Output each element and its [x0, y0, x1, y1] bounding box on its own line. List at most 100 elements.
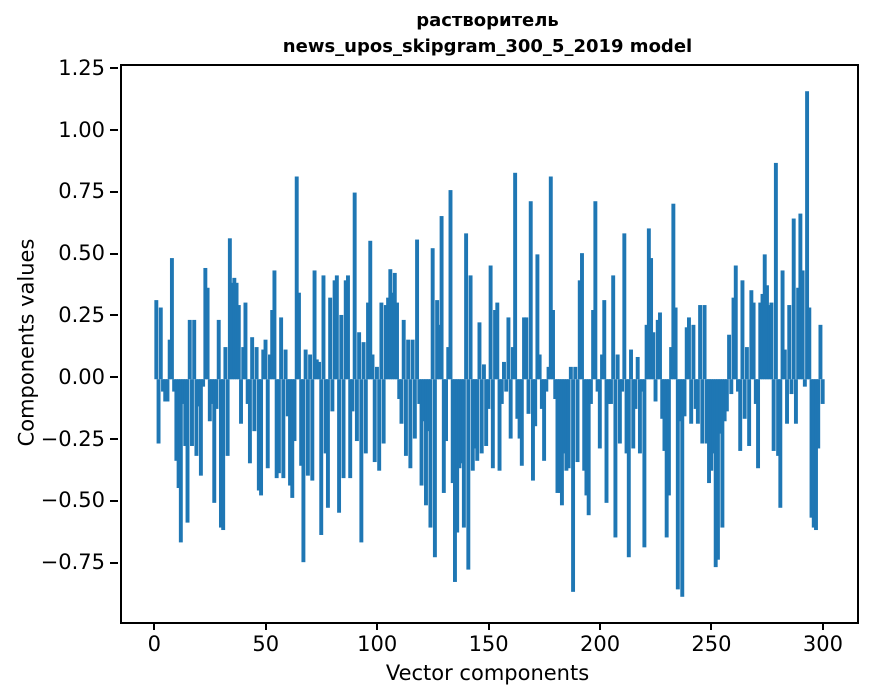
bar: [528, 201, 533, 380]
bar: [259, 379, 264, 496]
bar: [678, 379, 683, 422]
bar: [372, 379, 377, 463]
x-tick-label: 0: [147, 632, 161, 656]
bar: [513, 172, 518, 380]
bar: [789, 379, 794, 395]
bar: [424, 379, 428, 506]
bar: [736, 379, 740, 392]
bar: [357, 332, 362, 380]
bar: [762, 254, 767, 380]
bar: [637, 379, 642, 454]
bar: [227, 238, 232, 380]
bar: [239, 379, 243, 424]
bar: [410, 339, 415, 380]
bar: [571, 379, 576, 592]
bar: [181, 379, 186, 404]
bar: [314, 359, 319, 380]
bar: [816, 379, 821, 449]
bar: [613, 379, 618, 538]
bar: [368, 240, 373, 380]
bar: [441, 379, 446, 493]
bar: [814, 379, 818, 531]
bar: [374, 366, 379, 380]
bar: [470, 379, 475, 471]
bar: [486, 379, 491, 409]
bar: [787, 305, 792, 380]
bar: [272, 270, 277, 380]
bar: [301, 379, 306, 563]
bar: [359, 379, 364, 543]
bar: [473, 379, 477, 449]
y-tick-mark: [110, 314, 118, 317]
bar: [809, 379, 814, 518]
bar: [658, 312, 662, 380]
bar: [519, 379, 524, 466]
bar: [733, 265, 738, 380]
bar: [308, 354, 313, 380]
bar: [435, 300, 440, 380]
bar: [388, 269, 393, 380]
y-tick-mark: [110, 67, 118, 70]
bar: [354, 379, 359, 442]
bar: [707, 379, 711, 484]
y-tick-label: 0.50: [58, 241, 105, 266]
bar: [319, 379, 324, 535]
bar: [591, 310, 596, 380]
bar: [600, 354, 604, 380]
x-tick-mark: [376, 622, 379, 630]
bar: [740, 280, 745, 380]
bar: [468, 275, 473, 380]
bar: [744, 347, 749, 380]
bar: [593, 201, 598, 380]
bar: [448, 190, 453, 380]
bar-series: [154, 91, 825, 597]
bar: [769, 302, 774, 380]
bar: [655, 319, 660, 380]
bar: [758, 302, 763, 380]
bar: [767, 305, 772, 380]
bar: [738, 379, 743, 451]
bar: [666, 379, 671, 496]
bar: [241, 347, 246, 380]
bar: [268, 354, 272, 380]
bar: [698, 305, 703, 380]
bar: [542, 379, 547, 461]
bar: [818, 324, 823, 380]
bar: [276, 379, 281, 474]
bar: [588, 379, 593, 404]
bar: [198, 379, 203, 476]
bar: [609, 379, 613, 404]
bar: [437, 324, 442, 380]
bar: [158, 307, 163, 380]
bar: [629, 349, 633, 380]
bar: [606, 379, 611, 404]
bar: [401, 319, 406, 380]
y-tick-label: 1.00: [58, 117, 105, 142]
x-tick-mark: [487, 622, 490, 630]
bar: [497, 379, 502, 471]
bar: [646, 228, 651, 380]
bar: [366, 302, 370, 380]
bar: [515, 379, 520, 419]
bar: [303, 349, 308, 380]
bar: [464, 233, 469, 380]
bar: [337, 379, 342, 513]
x-tick-label: 300: [802, 632, 843, 656]
bar: [341, 379, 346, 479]
bar: [502, 361, 506, 380]
bar: [285, 379, 290, 417]
bar: [205, 287, 210, 380]
bar: [381, 379, 386, 444]
y-tick-mark: [110, 190, 118, 193]
bar: [749, 290, 754, 380]
bar: [419, 379, 424, 486]
bar: [495, 302, 500, 380]
bar: [586, 379, 591, 516]
bar: [548, 176, 553, 380]
x-axis-label: Vector components: [385, 661, 590, 685]
bar: [662, 379, 667, 451]
bar: [807, 307, 812, 380]
bar: [403, 379, 408, 456]
bar: [524, 317, 529, 380]
bar: [564, 379, 569, 471]
